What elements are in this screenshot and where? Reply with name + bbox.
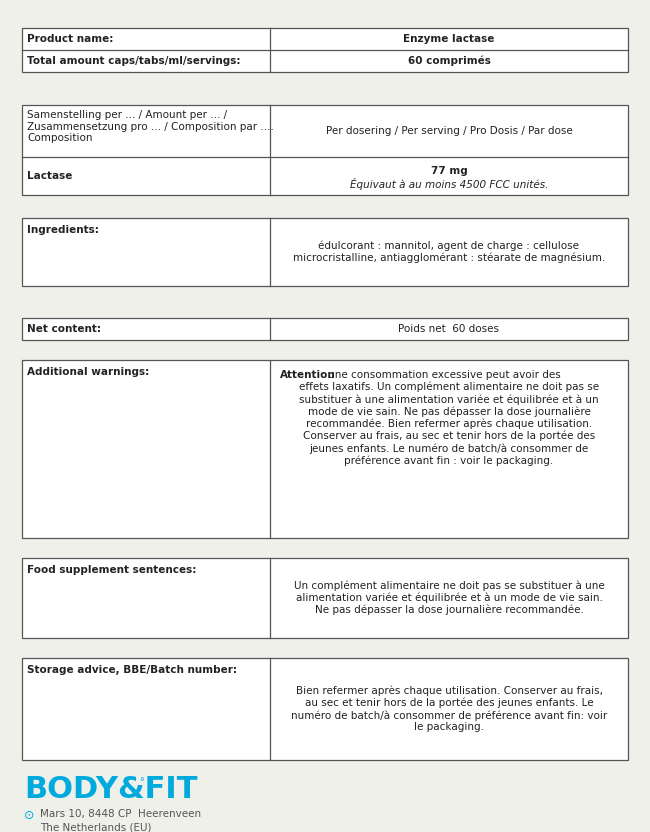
Bar bbox=[22, 318, 628, 340]
Text: Attention: Attention bbox=[280, 370, 336, 380]
Text: Food supplement sentences:: Food supplement sentences: bbox=[27, 565, 196, 575]
Text: °: ° bbox=[139, 777, 144, 787]
Text: Total amount caps/tabs/ml/servings:: Total amount caps/tabs/ml/servings: bbox=[27, 56, 241, 66]
Text: édulcorant : mannitol, agent de charge : cellulose
microcristalline, antiagglomé: édulcorant : mannitol, agent de charge :… bbox=[293, 240, 605, 264]
Bar bbox=[22, 28, 628, 72]
Text: BODY&FIT: BODY&FIT bbox=[24, 775, 198, 804]
Text: Équivaut à au moins 4500 FCC unités.: Équivaut à au moins 4500 FCC unités. bbox=[350, 178, 548, 190]
Text: 60 comprimés: 60 comprimés bbox=[408, 56, 491, 67]
Bar bbox=[22, 558, 628, 638]
Text: Lactase: Lactase bbox=[27, 171, 72, 181]
Text: Bien refermer après chaque utilisation. Conserver au frais,
au sec et tenir hors: Bien refermer après chaque utilisation. … bbox=[291, 686, 607, 732]
Text: Net content:: Net content: bbox=[27, 324, 101, 334]
Text: Storage advice, BBE/Batch number:: Storage advice, BBE/Batch number: bbox=[27, 665, 237, 675]
Text: Per dosering / Per serving / Pro Dosis / Par dose: Per dosering / Per serving / Pro Dosis /… bbox=[326, 126, 573, 136]
Text: The Netherlands (EU): The Netherlands (EU) bbox=[40, 823, 151, 832]
Text: Ingredients:: Ingredients: bbox=[27, 225, 99, 235]
Text: : une consommation excessive peut avoir des: : une consommation excessive peut avoir … bbox=[318, 370, 561, 380]
Text: Product name:: Product name: bbox=[27, 34, 113, 44]
Text: Poids net  60 doses: Poids net 60 doses bbox=[398, 324, 499, 334]
Bar bbox=[22, 105, 628, 195]
Text: effets laxatifs. Un complément alimentaire ne doit pas se
substituer à une alime: effets laxatifs. Un complément alimentai… bbox=[299, 382, 599, 466]
Text: Un complément alimentaire ne doit pas se substituer à une
alimentation variée et: Un complément alimentaire ne doit pas se… bbox=[294, 581, 604, 616]
Text: ⊙: ⊙ bbox=[24, 809, 34, 822]
Text: 77 mg: 77 mg bbox=[430, 166, 467, 176]
Bar bbox=[22, 218, 628, 286]
Text: Mars 10, 8448 CP  Heerenveen: Mars 10, 8448 CP Heerenveen bbox=[40, 809, 201, 819]
Text: Samenstelling per ... / Amount per ... /
Zusammensetzung pro ... / Composition p: Samenstelling per ... / Amount per ... /… bbox=[27, 110, 274, 143]
Text: Enzyme lactase: Enzyme lactase bbox=[403, 34, 495, 44]
Bar bbox=[22, 360, 628, 538]
Text: Additional warnings:: Additional warnings: bbox=[27, 367, 150, 377]
Bar bbox=[22, 658, 628, 760]
